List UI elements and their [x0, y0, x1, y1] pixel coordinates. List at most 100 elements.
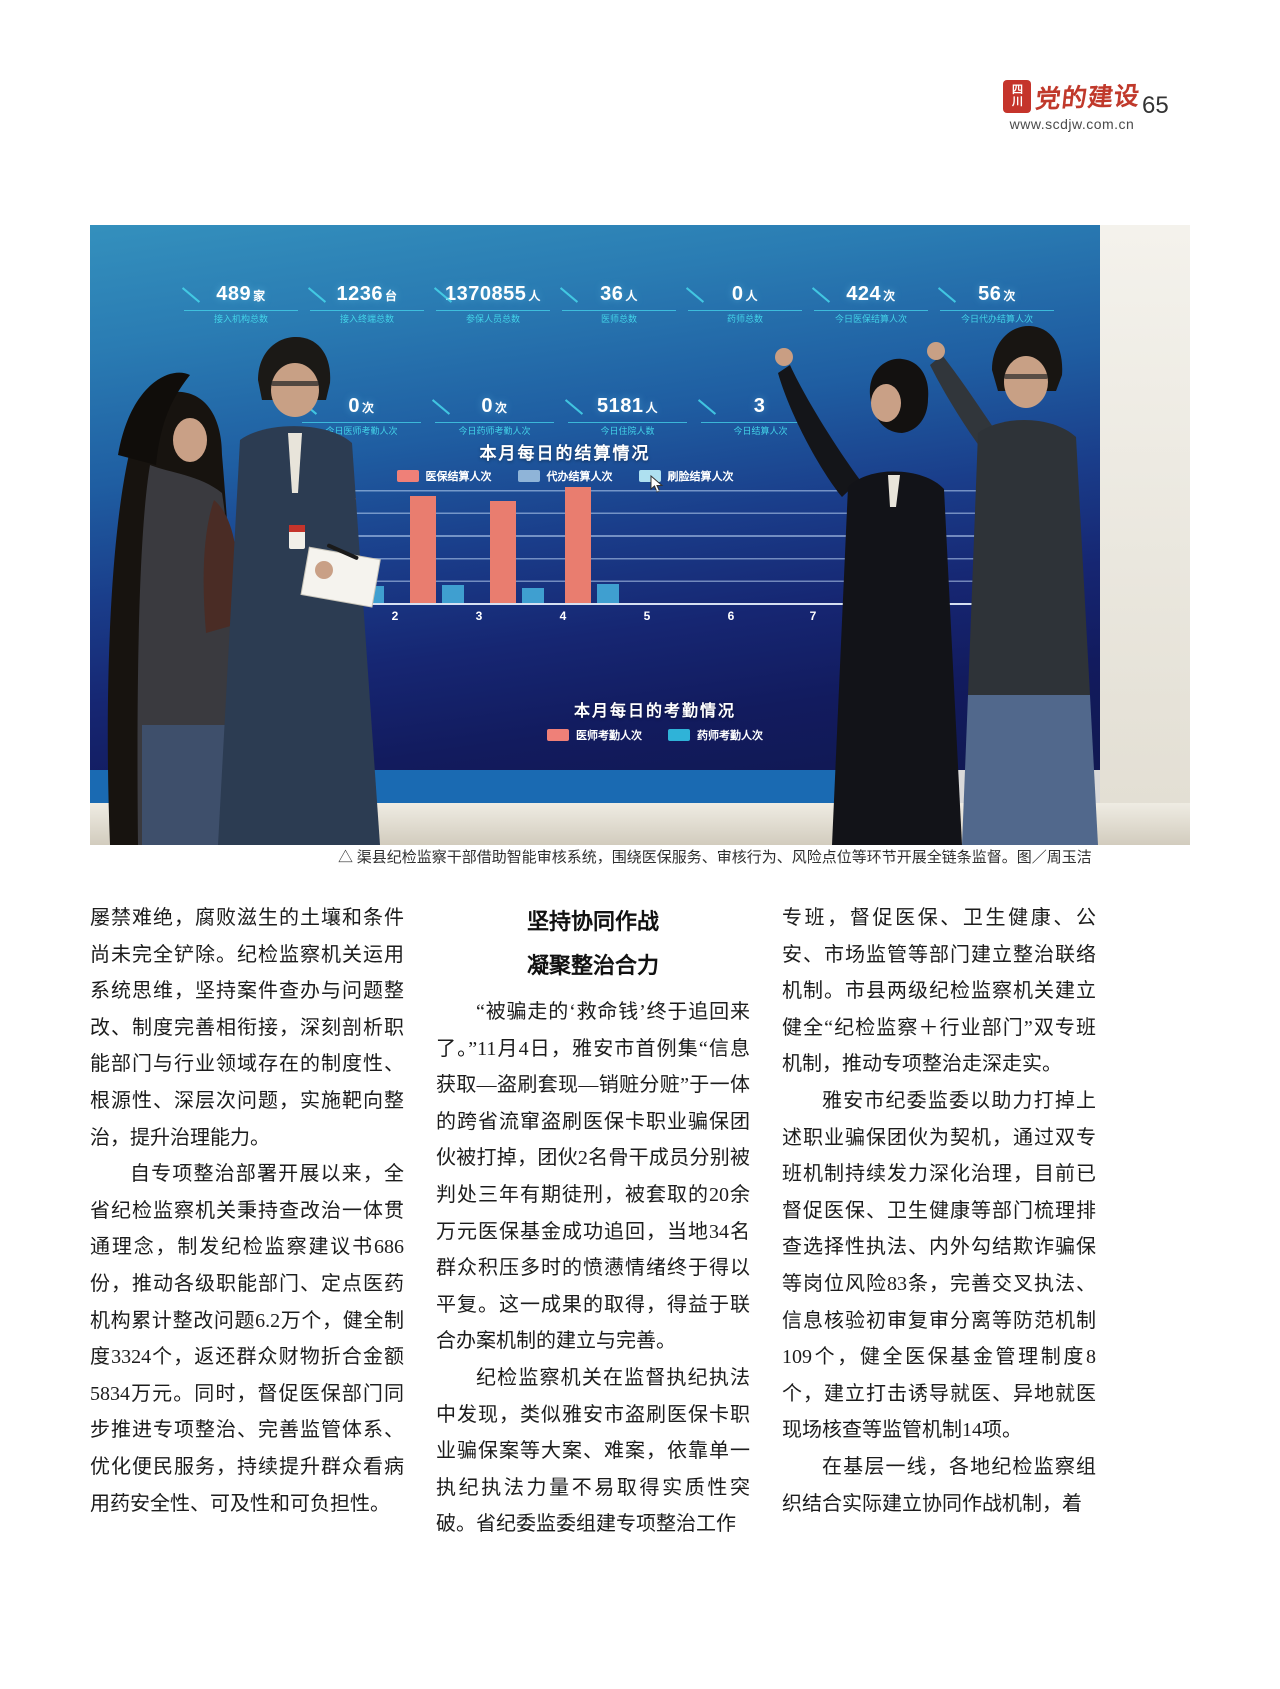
stat-label: 医师总数 — [562, 310, 676, 325]
stat-unit: 人 — [625, 289, 638, 303]
stat-unit: 人 — [745, 289, 759, 303]
paragraph: 屡禁难绝，腐败滋生的土壤和条件尚未完全铲除。纪检监察机关运用系统思维，坚持案件查… — [90, 907, 404, 1149]
person-man-left — [218, 337, 381, 845]
stat-value: 0 — [481, 395, 494, 417]
section-heading: 坚持协同作战 凝聚整治合力 — [436, 900, 750, 988]
stat-label: 参保人员总数 — [436, 310, 550, 325]
stat-value: 3 — [753, 395, 766, 417]
color-swatch-icon — [547, 729, 569, 741]
paragraph: 纪检监察机关在监督执纪执法中发现，类似雅安市盗刷医保卡职业骗保案等大案、难案，依… — [436, 1366, 750, 1536]
bar-medical-settlement — [410, 496, 436, 603]
article-column-2: 坚持协同作战 凝聚整治合力 “被骗走的‘救命钱’终于追回来了。”11月4日，雅安… — [436, 900, 750, 1543]
color-swatch-icon — [396, 470, 419, 482]
article-body: 屡禁难绝，腐败滋生的土壤和条件尚未完全铲除。纪检监察机关运用系统思维，坚持案件查… — [90, 900, 1096, 1543]
bar-agency-settlement — [597, 584, 619, 603]
stat-unit: 次 — [883, 289, 896, 303]
magazine-logo: 四 川 党的建设 — [992, 78, 1152, 114]
legend-label: 代办结算人次 — [546, 471, 613, 483]
seal-char-bottom: 川 — [1011, 96, 1023, 108]
stat-label: 今日医保结算人次 — [814, 310, 928, 325]
paragraph: 在基层一线，各地纪检监察组织结合实际建立协同作战机制，着 — [782, 1455, 1096, 1515]
magazine-title-calligraphy: 党的建设 — [1034, 83, 1142, 114]
people-silhouettes — [107, 325, 1098, 845]
stat-value: 424 — [846, 283, 882, 305]
color-swatch-icon — [668, 729, 690, 741]
color-swatch-icon — [517, 470, 540, 482]
stat-unit: 人 — [528, 289, 541, 303]
x-axis-label: 7 — [809, 609, 817, 623]
stat-unit: 次 — [1003, 289, 1016, 303]
paragraph: “被骗走的‘救命钱’终于追回来了。”11月4日，雅安市首例集“信息获取—盗刷套现… — [436, 1001, 750, 1353]
stat-cell: 489 家 接入机构总数 — [178, 281, 304, 325]
stat-unit: 台 — [384, 289, 398, 303]
page-number: 65 — [1142, 92, 1169, 119]
article-column-3: 专班，督促医保、卫生健康、公安、市场监管等部门建立整治联络机制。市县两级纪检监察… — [782, 900, 1096, 1543]
legend-label: 医师考勤人次 — [576, 730, 642, 742]
wall-background — [1100, 225, 1190, 803]
stat-label: 今日代办结算人次 — [940, 310, 1054, 325]
stat-value: 1370855 — [445, 283, 527, 305]
stat-label: 今日住院人数 — [567, 422, 688, 437]
legend-item: 药师考勤人次 — [668, 727, 763, 743]
magazine-url: www.scdjw.com.cn — [1009, 116, 1135, 132]
seal-logo-icon: 四 川 — [1003, 79, 1032, 113]
paragraph: 专班，督促医保、卫生健康、公安、市场监管等部门建立整治联络机制。市县两级纪检监察… — [782, 907, 1096, 1076]
stat-label: 药师总数 — [688, 310, 802, 325]
chart1-legend: 医保结算人次 代办结算人次 刷脸结算人次 — [240, 468, 890, 484]
x-axis-label: 5 — [643, 609, 651, 623]
chart1-title: 本月每日的结算情况 — [479, 444, 651, 463]
bar-medical-settlement — [565, 487, 591, 603]
stat-cell: 1236 台 接入终端总数 — [304, 281, 430, 325]
stat-label: 接入机构总数 — [184, 310, 298, 325]
stat-cell: 56 次 今日代办结算人次 — [934, 281, 1060, 325]
stat-unit: 次 — [362, 401, 375, 415]
legend-item: 医保结算人次 — [396, 468, 492, 484]
stat-value: 36 — [600, 283, 624, 305]
stat-cell: 36 人 医师总数 — [556, 281, 682, 325]
article-photo: 489 家 接入机构总数 1236 台 接入终端总数 1370855 人 参保人员总数… — [90, 225, 1190, 845]
stat-unit: 人 — [645, 401, 658, 415]
bar-medical-settlement — [490, 501, 516, 603]
stat-value: 489 — [216, 283, 252, 305]
stat-label: 今日药师考勤人次 — [434, 422, 555, 437]
legend-label: 药师考勤人次 — [697, 730, 763, 742]
magazine-brand: 四 川 党的建设 www.scdjw.com.cn — [992, 78, 1152, 132]
bar-agency-settlement — [522, 588, 544, 603]
paragraph: 雅安市纪委监委以助力打掉上述职业骗保团伙为契机，通过双专班机制持续发力深化治理，… — [782, 1089, 1096, 1442]
legend-item: 代办结算人次 — [517, 468, 613, 484]
legend-label: 医保结算人次 — [425, 471, 492, 483]
stat-value: 56 — [978, 283, 1002, 305]
paragraph: 自专项整治部署开展以来，全省纪检监察机关秉持查改治一体贯通理念，制发纪检监察建议… — [90, 1163, 404, 1515]
chart2-title: 本月每日的考勤情况 — [573, 703, 736, 720]
stat-value: 0 — [348, 395, 361, 417]
x-axis-label: 6 — [727, 609, 735, 623]
chart2-legend: 医师考勤人次 药师考勤人次 — [330, 727, 980, 743]
stat-unit: 次 — [495, 401, 508, 415]
legend-item: 医师考勤人次 — [547, 727, 642, 743]
bar-agency-settlement — [442, 585, 464, 603]
article-column-1: 屡禁难绝，腐败滋生的土壤和条件尚未完全铲除。纪检监察机关运用系统思维，坚持案件查… — [90, 900, 404, 1543]
stat-unit: 家 — [253, 289, 266, 303]
photo-caption: △ 渠县纪检监察干部借助智能审核系统，围绕医保服务、审核行为、风险点位等环节开展… — [338, 850, 1092, 866]
stat-value: 0 — [731, 283, 744, 305]
x-axis-label: 2 — [391, 609, 399, 623]
x-axis-label: 4 — [559, 609, 567, 623]
stat-label: 今日医师考勤人次 — [301, 422, 422, 437]
stat-value: 5181 — [596, 395, 644, 417]
x-axis-label: 3 — [475, 609, 483, 623]
section-heading-line: 坚持协同作战 — [526, 909, 659, 934]
person-man-pointing — [927, 325, 1098, 845]
person-woman-left — [107, 372, 242, 845]
stat-label: 接入终端总数 — [310, 310, 424, 325]
seal-char-top: 四 — [1011, 84, 1023, 96]
stat-cell: 3 今日结算人次 — [694, 393, 827, 437]
stat-value: 1236 — [336, 283, 383, 305]
stat-cell: 5181 人 今日住院人数 — [561, 393, 694, 437]
legend-label: 刷脸结算人次 — [667, 471, 734, 483]
stat-cell: 424 次 今日医保结算人次 — [808, 281, 934, 325]
person-woman-pointing — [775, 348, 962, 845]
